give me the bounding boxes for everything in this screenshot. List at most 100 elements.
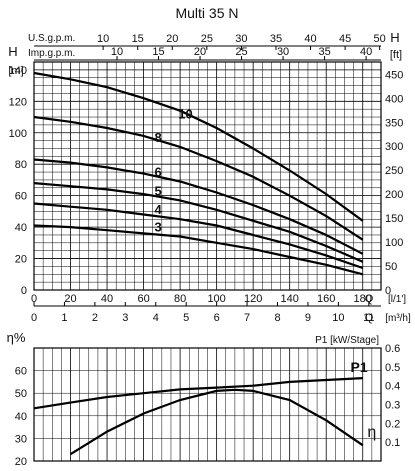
x-m3h-tick-label: 3 <box>122 312 128 324</box>
plot-frame-bottom <box>33 347 382 462</box>
usgpm-tick-label: 35 <box>270 33 282 45</box>
y-right-label: H <box>390 30 399 45</box>
y-right-tick-label: 200 <box>385 189 403 201</box>
curve-power <box>33 377 363 410</box>
y-left-unit: [m] <box>8 65 23 77</box>
y-left-label: H <box>8 44 17 59</box>
x-lpm-tick-label: 180 <box>354 293 372 305</box>
x-m3h-unit: [m³/h] <box>385 313 411 324</box>
y-right-tick-label: 250 <box>385 165 403 177</box>
impgpm-tick-label: 35 <box>318 46 330 58</box>
stage-curve-8 <box>33 115 364 241</box>
impgpm-tick-label: 10 <box>111 46 123 58</box>
x-lpm-tick-label: 140 <box>281 293 299 305</box>
efficiency-axis-label: η% <box>7 330 26 345</box>
stage-label-8: 8 <box>154 130 161 145</box>
usgpm-tick-label: 30 <box>235 33 247 45</box>
power-tick-label: 0.3 <box>385 400 400 412</box>
x-lpm-unit: [l/1'] <box>388 294 406 305</box>
x-m3h-tick-label: 0 <box>31 312 37 324</box>
x-lpm-tick-label: 160 <box>317 293 335 305</box>
y-right-tick-label: 450 <box>385 69 403 81</box>
y-left-tick-label: 120 <box>9 96 27 108</box>
x-m3h-tick-label: 8 <box>274 312 280 324</box>
usgpm-tick-label: 15 <box>132 33 144 45</box>
x-lpm-tick-label: 100 <box>207 293 225 305</box>
y-left-tick-label: 140 <box>9 65 27 77</box>
y-right-tick-label: 100 <box>385 237 403 249</box>
usgpm-tick-label: 40 <box>304 33 316 45</box>
x-m3h-label: Q <box>365 312 374 324</box>
efficiency-tick-label: 40 <box>15 411 27 423</box>
chart-title: Multi 35 N <box>175 5 238 21</box>
power-tick-label: 0.4 <box>385 381 400 393</box>
power-tick-label: 0.5 <box>385 362 400 374</box>
usgpm-tick-label: 25 <box>201 33 213 45</box>
y-left-tick-label: 0 <box>21 285 27 297</box>
x-lpm-tick-label: 20 <box>64 293 76 305</box>
x-m3h-tick-label: 7 <box>244 312 250 324</box>
stage-label-3: 3 <box>154 220 161 235</box>
x-lpm-label: Q <box>365 293 374 305</box>
y-right-tick-label: 150 <box>385 213 403 225</box>
impgpm-tick-label: 15 <box>152 46 164 58</box>
plot-frame-top <box>33 61 382 291</box>
stage-label-4: 4 <box>154 202 162 217</box>
x-lpm-tick-label: 0 <box>31 293 37 305</box>
y-right-tick-label: 0 <box>385 285 391 297</box>
stage-label-10: 10 <box>178 107 192 122</box>
x-m3h-tick-label: 2 <box>92 312 98 324</box>
curve-efficiency <box>69 388 364 456</box>
usgpm-tick-label: 10 <box>97 33 109 45</box>
power-tick-label: 0.1 <box>385 437 400 449</box>
power-axis-label: P1 [kW/Stage] <box>315 335 379 346</box>
power-curve-label: P1 <box>351 359 368 375</box>
y-right-tick-label: 400 <box>385 93 403 105</box>
power-tick-label: 0.6 <box>385 343 400 355</box>
x-lpm-tick-label: 60 <box>137 293 149 305</box>
efficiency-tick-label: 30 <box>15 433 27 445</box>
stage-curve-10 <box>33 71 364 222</box>
stage-label-6: 6 <box>154 165 161 180</box>
x-m3h-tick-label: 6 <box>214 312 220 324</box>
impgpm-tick-label: 20 <box>194 46 206 58</box>
impgpm-tick-label: 30 <box>277 46 289 58</box>
stage-curve-4 <box>33 202 364 270</box>
stage-curve-5 <box>33 182 364 263</box>
y-right-tick-label: 50 <box>385 261 397 273</box>
efficiency-tick-label: 50 <box>15 388 27 400</box>
impgpm-tick-label: 40 <box>360 46 372 58</box>
efficiency-curve-label: η <box>367 424 376 441</box>
y-right-tick-label: 300 <box>385 141 403 153</box>
stage-curve-3 <box>33 224 363 276</box>
x-m3h-tick-label: 5 <box>183 312 189 324</box>
stage-curve-6 <box>33 158 364 255</box>
power-tick-label: 0.2 <box>385 418 400 430</box>
y-left-tick-label: 100 <box>9 128 27 140</box>
x-m3h-tick-label: 11 <box>363 312 374 324</box>
y-left-tick-label: 40 <box>15 222 27 234</box>
y-left-tick-label: 80 <box>15 159 27 171</box>
stage-label-5: 5 <box>154 183 161 198</box>
x-lpm-tick-label: 80 <box>174 293 186 305</box>
x-lpm-tick-label: 120 <box>244 293 262 305</box>
y-left-tick-label: 60 <box>15 191 27 203</box>
y-left-tick-label: 20 <box>15 254 27 266</box>
usgpm-label: U.S.g.p.m. <box>28 33 75 44</box>
usgpm-tick-label: 50 <box>374 33 386 45</box>
x-m3h-tick-label: 4 <box>153 312 159 324</box>
usgpm-tick-label: 45 <box>339 33 351 45</box>
x-m3h-tick-label: 9 <box>305 312 311 324</box>
x-m3h-tick-label: 1 <box>61 312 67 324</box>
x-m3h-tick-label: 10 <box>332 312 344 324</box>
usgpm-tick-label: 20 <box>166 33 178 45</box>
x-lpm-tick-label: 40 <box>101 293 113 305</box>
impgpm-label: Imp.g.p.m. <box>28 48 75 59</box>
impgpm-tick-label: 25 <box>235 46 247 58</box>
efficiency-tick-label: 20 <box>15 456 27 466</box>
y-right-unit: [ft] <box>390 49 402 61</box>
y-right-tick-label: 350 <box>385 117 403 129</box>
efficiency-tick-label: 60 <box>15 366 27 378</box>
